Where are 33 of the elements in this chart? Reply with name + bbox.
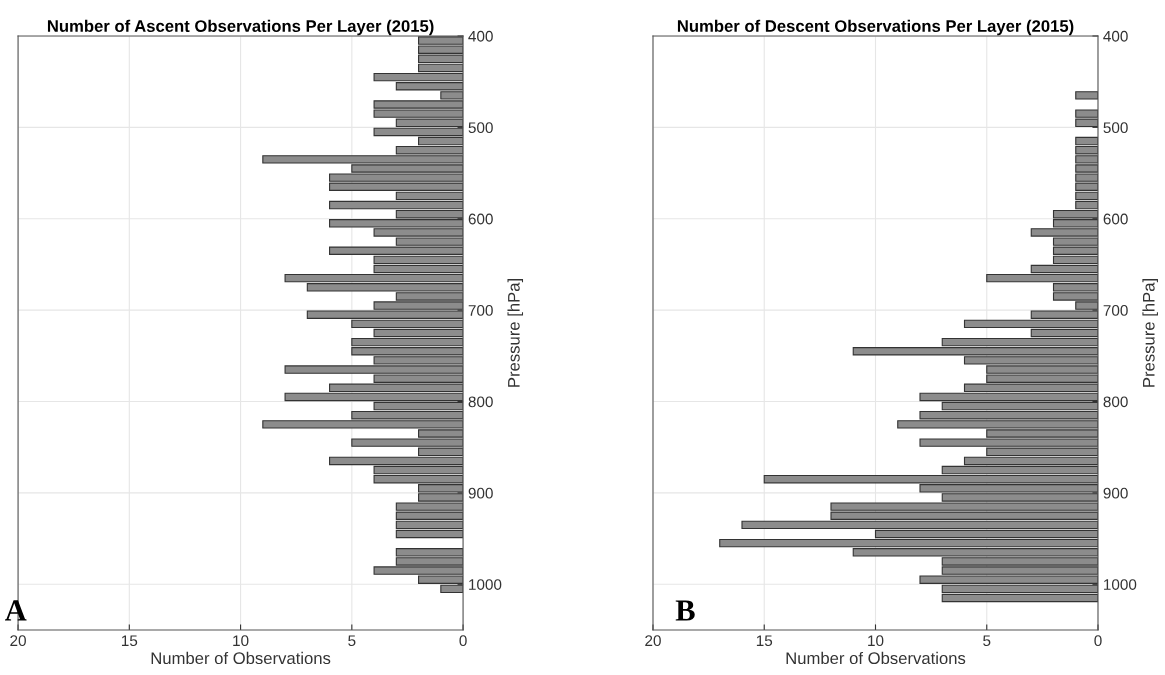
y-tick-label: 600: [468, 213, 493, 225]
x-axis-title: Number of Observations: [151, 651, 331, 665]
x-tick-label: 20: [10, 635, 26, 647]
y-tick-label: 1000: [1104, 579, 1137, 590]
x-axis-title: Number of Observations: [786, 651, 966, 665]
y-tick-label: 900: [1103, 487, 1128, 499]
x-tick-label: 5: [348, 635, 356, 647]
x-tick-label: 0: [459, 635, 467, 647]
y-tick-label: 1000: [469, 579, 502, 590]
y-tick-label: 700: [468, 305, 493, 316]
x-tick-label: 10: [868, 635, 884, 647]
y-tick-label: 400: [468, 30, 493, 42]
y-tick-label: 900: [468, 487, 493, 499]
chart-title: Number of Ascent Observations Per Layer (2015): [47, 19, 434, 36]
y-tick-label: 700: [1103, 305, 1128, 316]
bar: [1075, 91, 1099, 100]
x-tick-label: 10: [233, 635, 249, 647]
chart-title: Number of Descent Observations Per Layer (2015): [677, 19, 1074, 36]
y-axis-title: Pressure [hPa]: [507, 279, 524, 387]
annotation: B: [675, 600, 695, 621]
y-tick-label: 500: [468, 122, 493, 134]
y-tick-label: 400: [1103, 30, 1128, 42]
x-tick-label: 0: [1094, 635, 1102, 647]
y-tick-label: 500: [1103, 122, 1128, 134]
y-tick-label: 600: [1103, 213, 1128, 225]
x-tick-label: 5: [983, 635, 991, 647]
x-tick-label: 15: [756, 635, 773, 647]
x-tick-label: 20: [645, 635, 661, 647]
y-axis-title: Pressure [hPa]: [1142, 279, 1158, 387]
y-tick-label: 800: [1103, 396, 1128, 408]
annotation: A: [5, 600, 27, 621]
y-tick-label: 800: [468, 396, 493, 408]
x-tick-label: 15: [121, 635, 138, 647]
